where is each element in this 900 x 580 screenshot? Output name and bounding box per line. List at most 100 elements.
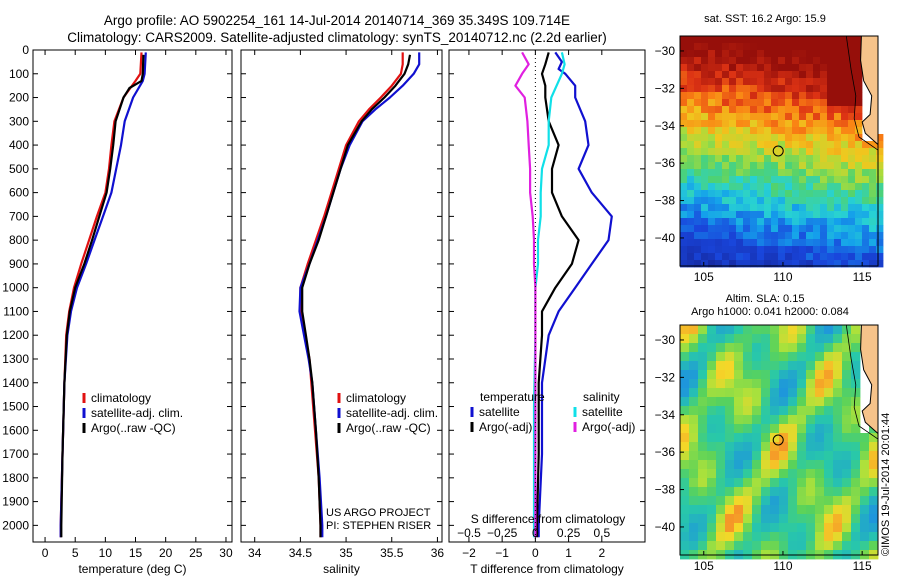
heatmap-cell [771, 141, 779, 149]
heatmap-cell [778, 246, 786, 254]
heatmap-cell [778, 225, 786, 233]
heatmap-cell [778, 155, 786, 163]
y-tick-label: −32 [655, 81, 676, 95]
heatmap-cell [707, 388, 717, 398]
heatmap-cell [687, 204, 695, 212]
heatmap-cell [841, 64, 849, 72]
heatmap-cell [827, 120, 835, 128]
heatmap-cell [725, 442, 735, 452]
heatmap-cell [779, 505, 789, 515]
heatmap-cell [815, 433, 825, 443]
heatmap-cell [757, 57, 765, 65]
heatmap-cell [792, 190, 800, 198]
heatmap-cell [743, 127, 751, 135]
heatmap-cell [722, 197, 730, 205]
heatmap-cell [833, 397, 843, 407]
heatmap-cell [792, 43, 800, 51]
heatmap-cell [771, 148, 779, 156]
heatmap-cell [725, 361, 735, 371]
heatmap-cell [701, 232, 709, 240]
heatmap-cell [778, 78, 786, 86]
heatmap-cell [806, 148, 814, 156]
heatmap-cell [797, 415, 807, 425]
heatmap-cell [701, 134, 709, 142]
heatmap-cell [862, 162, 870, 170]
heatmap-cell [770, 352, 780, 362]
heatmap-cell [757, 78, 765, 86]
heatmap-cell [734, 451, 744, 461]
heatmap-cell [743, 120, 751, 128]
heatmap-cell [862, 225, 870, 233]
heatmap-cell [716, 370, 726, 380]
heatmap-cell [788, 478, 798, 488]
heatmap-cell [842, 541, 852, 551]
heatmap-cell [764, 43, 772, 51]
heatmap-cell [698, 496, 708, 506]
heatmap-cell [725, 460, 735, 470]
heatmap-cell [736, 71, 744, 79]
y-tick-label: −30 [655, 333, 676, 347]
heatmap-cell [680, 183, 688, 191]
heatmap-cell [736, 225, 744, 233]
heatmap-cell [757, 246, 765, 254]
heatmap-cell [815, 406, 825, 416]
heatmap-cell [729, 218, 737, 226]
heatmap-cell [813, 36, 821, 44]
heatmap-cell [764, 134, 772, 142]
heatmap-cell [848, 99, 856, 107]
heatmap-cell [855, 155, 863, 163]
heatmap-cell [722, 85, 730, 93]
heatmap-cell [771, 99, 779, 107]
heatmap-cell [752, 478, 762, 488]
heatmap-cell [764, 64, 772, 72]
heatmap-cell [743, 190, 751, 198]
heatmap-cell [862, 148, 870, 156]
heatmap-cell [778, 260, 786, 268]
heatmap-cell [680, 451, 690, 461]
heatmap-cell [771, 120, 779, 128]
heatmap-cell [743, 134, 751, 142]
heatmap-cell [851, 424, 861, 434]
heatmap-cell [806, 532, 816, 542]
heatmap-cell [707, 424, 717, 434]
heatmap-cell [813, 218, 821, 226]
heatmap-cell [694, 141, 702, 149]
y-tick-label: 1600 [2, 423, 29, 437]
heatmap-cell [694, 92, 702, 100]
heatmap-cell [722, 92, 730, 100]
heatmap-cell [833, 460, 843, 470]
heatmap-cell [778, 190, 786, 198]
heatmap-cell [694, 239, 702, 247]
heatmap-cell [834, 71, 842, 79]
heatmap-cell [833, 478, 843, 488]
heatmap-cell [792, 218, 800, 226]
heatmap-cell [799, 36, 807, 44]
heatmap-cell [806, 141, 814, 149]
heatmap-cell [862, 253, 870, 261]
heatmap-cell [842, 532, 852, 542]
heatmap-cell [694, 155, 702, 163]
heatmap-cell [806, 334, 816, 344]
heatmap-cell [716, 424, 726, 434]
heatmap-cell [722, 225, 730, 233]
heatmap-cell [743, 113, 751, 121]
heatmap-cell [736, 155, 744, 163]
salinity-annotation-line-1: US ARGO PROJECT [326, 507, 431, 519]
heatmap-cell [729, 232, 737, 240]
heatmap-cell [815, 487, 825, 497]
heatmap-cell [734, 370, 744, 380]
heatmap-cell [752, 541, 762, 551]
heatmap-cell [806, 211, 814, 219]
legend-label: Argo(-adj) [582, 420, 635, 434]
heatmap-cell [725, 469, 735, 479]
heatmap-cell [707, 442, 717, 452]
heatmap-cell [815, 541, 825, 551]
heatmap-cell [806, 92, 814, 100]
heatmap-cell [806, 469, 816, 479]
heatmap-cell [716, 334, 726, 344]
heatmap-cell [815, 460, 825, 470]
heatmap-cell [698, 460, 708, 470]
heatmap-cell [701, 36, 709, 44]
heatmap-cell [806, 496, 816, 506]
heatmap-cell [722, 106, 730, 114]
